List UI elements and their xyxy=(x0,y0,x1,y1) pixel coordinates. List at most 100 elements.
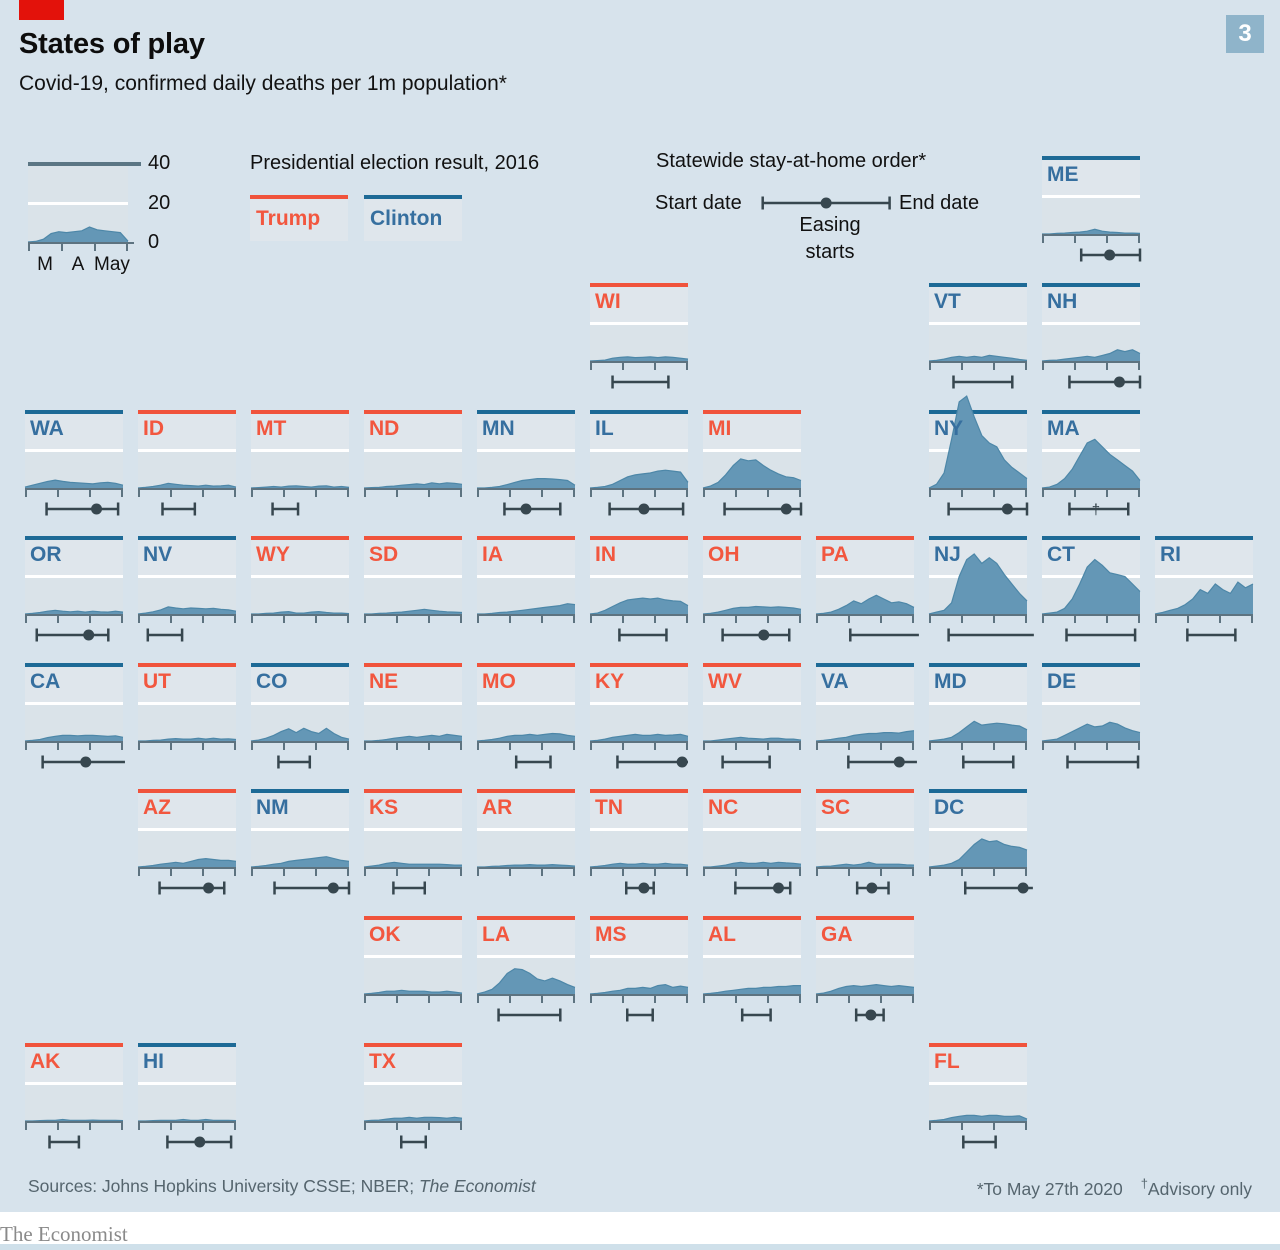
x-axis-tick xyxy=(25,741,27,750)
x-axis-tick xyxy=(1155,614,1157,623)
x-axis xyxy=(477,741,575,743)
state-label: FL xyxy=(934,1050,960,1073)
deaths-area-chart-nc xyxy=(703,861,802,868)
x-axis-tick xyxy=(816,614,818,623)
party-bar xyxy=(1042,536,1140,540)
x-axis-tick xyxy=(961,741,963,750)
party-bar xyxy=(590,663,688,667)
x-axis-tick xyxy=(622,614,624,623)
tile-label-zone xyxy=(929,287,1027,322)
state-label: NJ xyxy=(934,543,961,566)
stay-home-range-wrap xyxy=(25,499,147,524)
x-axis xyxy=(477,488,575,490)
x-axis xyxy=(590,994,688,996)
deaths-area-chart-va xyxy=(815,730,915,742)
stay-home-range-md xyxy=(962,755,1015,769)
deaths-area-chart-wrap xyxy=(928,522,1028,619)
x-axis xyxy=(25,741,123,743)
party-bar xyxy=(703,410,801,414)
x-axis xyxy=(816,614,914,616)
tile-label-zone xyxy=(703,414,801,449)
state-tile-ok: OK xyxy=(363,916,463,1028)
state-tile-mn: MN xyxy=(477,410,576,522)
deaths-area-chart-id xyxy=(137,482,237,489)
deaths-area-chart-wrap xyxy=(25,1029,124,1126)
party-bar xyxy=(138,536,236,540)
x-axis-tick xyxy=(1042,234,1044,243)
x-axis-tick xyxy=(880,867,882,876)
stay-home-range-ma: † xyxy=(1068,502,1130,519)
deaths-area-chart-wrap xyxy=(250,649,350,746)
deaths-area-chart-tn xyxy=(589,862,689,868)
tile-label-zone xyxy=(251,540,349,575)
x-axis-tick xyxy=(1106,741,1108,750)
x-axis-tick xyxy=(929,741,931,750)
x-axis-tick xyxy=(654,741,656,750)
tile-label-zone xyxy=(1042,667,1140,702)
x-axis-tick xyxy=(283,488,285,497)
x-axis xyxy=(929,614,1027,616)
x-axis-tick xyxy=(1106,488,1108,497)
tile-label-zone xyxy=(477,540,575,575)
x-axis xyxy=(251,488,349,490)
x-axis-tick xyxy=(848,614,850,623)
x-axis-tick xyxy=(57,614,59,623)
clinton-label: Clinton xyxy=(370,207,443,230)
gridline-20 xyxy=(364,828,462,831)
state-label: WI xyxy=(595,290,621,313)
gridline-20 xyxy=(590,828,688,831)
stay-home-range-me xyxy=(1079,248,1142,262)
deaths-area-chart-md xyxy=(928,720,1028,742)
gridline-20 xyxy=(816,702,914,705)
deaths-area-chart-or xyxy=(24,609,124,615)
deaths-area-chart-wrap xyxy=(24,396,124,493)
state-label: GA xyxy=(821,923,853,946)
x-axis xyxy=(929,361,1027,363)
x-axis-tick xyxy=(477,488,479,497)
x-axis-tick xyxy=(396,994,398,1003)
stay-home-range-wrap xyxy=(138,499,260,524)
legend-chip-trump: Trump xyxy=(250,195,348,243)
deaths-area-chart-ca xyxy=(24,734,124,742)
deaths-area-chart-wrap xyxy=(703,649,802,746)
x-axis xyxy=(1155,614,1253,616)
deaths-area-chart-ks xyxy=(363,861,462,868)
deaths-area-chart-wrap xyxy=(702,396,802,493)
month-label-march: M xyxy=(37,254,53,275)
deaths-area-chart-wrap xyxy=(476,649,576,746)
stay-home-range-wrap xyxy=(929,625,1051,650)
deaths-area-chart-sd xyxy=(364,608,463,615)
tile-label-zone xyxy=(816,667,914,702)
deaths-area-chart-wrap xyxy=(589,649,689,746)
deaths-area-chart-wrap xyxy=(815,522,915,619)
x-axis-tick xyxy=(428,867,430,876)
stay-home-range-wrap xyxy=(477,499,599,524)
deaths-area-chart-wv xyxy=(703,736,802,742)
state-label: AK xyxy=(30,1050,61,1073)
x-axis-tick xyxy=(509,488,511,497)
tile-label-zone xyxy=(1042,287,1140,322)
party-bar xyxy=(25,536,123,540)
dagger-symbol: † xyxy=(1140,1176,1148,1191)
x-axis-tick xyxy=(961,867,963,876)
svg-text:†: † xyxy=(1092,502,1100,519)
month-label-april: A xyxy=(71,254,85,275)
x-axis-tick xyxy=(315,488,317,497)
party-bar xyxy=(816,663,914,667)
state-tile-mt: MT xyxy=(250,410,350,522)
x-axis-tick xyxy=(121,488,123,497)
scale-axis-tick xyxy=(28,242,30,251)
x-axis-tick xyxy=(315,741,317,750)
x-axis-tick xyxy=(396,1121,398,1130)
tile-label-zone xyxy=(364,920,462,955)
state-label: LA xyxy=(482,923,510,946)
footnote-advisory: Advisory only xyxy=(1147,1178,1252,1199)
x-axis-tick xyxy=(654,488,656,497)
state-tile-wv: WV xyxy=(703,663,802,775)
x-axis-tick xyxy=(993,361,995,370)
x-axis xyxy=(1042,741,1140,743)
x-axis xyxy=(251,741,349,743)
gridline-20 xyxy=(590,702,688,705)
state-label: TN xyxy=(595,796,623,819)
stay-home-range-wrap xyxy=(929,878,1051,903)
